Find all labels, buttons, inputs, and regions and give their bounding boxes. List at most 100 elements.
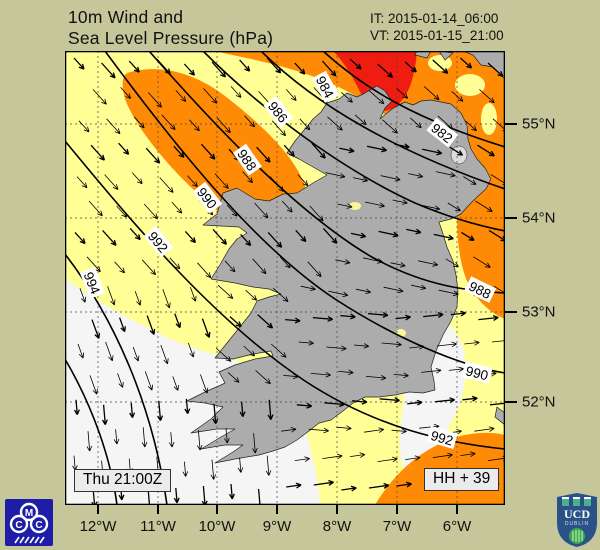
wind-arrow xyxy=(477,144,495,157)
lon-label: 10°W xyxy=(198,518,236,535)
wind-arrow xyxy=(450,310,467,317)
init-time: IT: 2015-01-14_06:00 xyxy=(370,11,499,26)
wind-arrow xyxy=(368,482,390,489)
lon-tick xyxy=(276,505,278,514)
wind-arrow xyxy=(489,400,505,406)
wind-arrow xyxy=(184,230,197,244)
lon-tick xyxy=(216,505,218,514)
wind-arrow xyxy=(131,172,143,185)
lon-label: 9°W xyxy=(262,518,292,535)
wales-land xyxy=(494,406,505,426)
wind-arrow xyxy=(392,199,408,205)
wind-arrow xyxy=(89,375,98,395)
wind-arrow xyxy=(459,57,473,69)
wind-arrow xyxy=(160,344,169,365)
wind-arrow xyxy=(212,403,219,425)
wind-arrow xyxy=(113,429,120,445)
lon-tick xyxy=(336,505,338,514)
wind-arrow xyxy=(101,404,108,426)
wind-arrow xyxy=(380,175,401,182)
wind-arrow xyxy=(378,230,399,238)
wind-arrow xyxy=(91,319,101,339)
wind-arrow xyxy=(447,202,461,212)
wind-arrow xyxy=(377,63,394,79)
wind-arrow xyxy=(383,286,404,294)
wind-arrow xyxy=(144,371,153,391)
yellow-patches-in-orange xyxy=(428,55,497,135)
wind-arrow xyxy=(239,59,251,72)
lat-tick xyxy=(505,123,517,125)
wind-arrow xyxy=(129,227,141,241)
chart-title: 10m Wind and Sea Level Pressure (hPa) xyxy=(68,7,273,49)
wind-arrow xyxy=(451,91,464,102)
lon-label: 8°W xyxy=(322,518,352,535)
wind-arrow xyxy=(256,146,271,163)
wind-arrow xyxy=(77,343,85,359)
wind-arrow xyxy=(297,174,309,187)
wind-arrow xyxy=(479,89,495,104)
wind-arrow xyxy=(300,285,316,291)
wind-arrow xyxy=(162,289,171,309)
wind-arrow xyxy=(420,204,441,211)
wind-arrow xyxy=(229,316,242,328)
wind-arrow xyxy=(239,401,246,418)
wind-arrow xyxy=(201,318,211,338)
wind-arrow xyxy=(393,372,409,379)
wind-arrow xyxy=(396,481,412,488)
wind-arrow xyxy=(114,261,125,274)
wind-arrow xyxy=(411,284,427,290)
wind-arrow xyxy=(133,116,145,129)
wind-arrow xyxy=(341,485,357,492)
wind-arrow xyxy=(390,262,406,268)
wind-arrow xyxy=(381,341,402,348)
wind-arrow xyxy=(462,395,478,402)
wind-arrow xyxy=(217,284,234,299)
wind-arrow xyxy=(395,314,411,321)
wind-arrow xyxy=(354,114,367,126)
wind-arrow xyxy=(313,479,334,486)
lat-label: 53°N xyxy=(522,303,556,321)
wind-arrow xyxy=(366,145,387,153)
wind-arrow xyxy=(159,177,174,193)
wind-arrow xyxy=(365,374,387,381)
wind-arrow xyxy=(128,60,140,73)
wind-arrow xyxy=(487,62,504,78)
wind-arrow xyxy=(460,451,476,457)
wind-arrow xyxy=(285,89,297,101)
wind-arrow xyxy=(474,426,495,432)
map-time-stamp: Thu 21:00Z xyxy=(74,469,172,492)
wind-arrow xyxy=(283,373,299,380)
wind-arrow xyxy=(461,231,475,241)
wind-arrow xyxy=(321,60,337,77)
wind-arrow xyxy=(404,61,417,73)
lon-label: 11°W xyxy=(140,518,176,535)
wind-arrow xyxy=(175,90,187,102)
lat-tick xyxy=(505,217,517,219)
wind-arrow xyxy=(409,344,425,350)
isobar-988 xyxy=(148,51,505,294)
wind-arrow xyxy=(422,148,443,156)
wind-arrow xyxy=(327,116,343,131)
wind-arrow xyxy=(298,340,314,346)
wind-arrow xyxy=(86,431,93,452)
lat-label: 55°N xyxy=(522,115,556,133)
wind-arrow xyxy=(423,86,440,101)
wind-arrow xyxy=(295,229,307,243)
isobar-986 xyxy=(202,51,505,232)
wind-arrow xyxy=(173,487,180,504)
isobar-label: 992 xyxy=(426,425,458,450)
wind-arrow xyxy=(73,57,85,70)
wind-arrow xyxy=(143,203,158,220)
wind-arrow xyxy=(157,400,164,422)
wind-arrow xyxy=(492,118,505,132)
lon-tick xyxy=(157,505,159,514)
wind-arrow xyxy=(200,143,216,160)
ucd-logo-harp-strings xyxy=(572,530,583,542)
wind-arrow xyxy=(294,456,310,462)
wind-arrow xyxy=(226,204,238,217)
wind-arrow xyxy=(351,398,368,405)
strong-wind-west-blob xyxy=(122,69,307,234)
wind-arrow xyxy=(169,257,181,270)
wind-arrow xyxy=(473,256,491,268)
